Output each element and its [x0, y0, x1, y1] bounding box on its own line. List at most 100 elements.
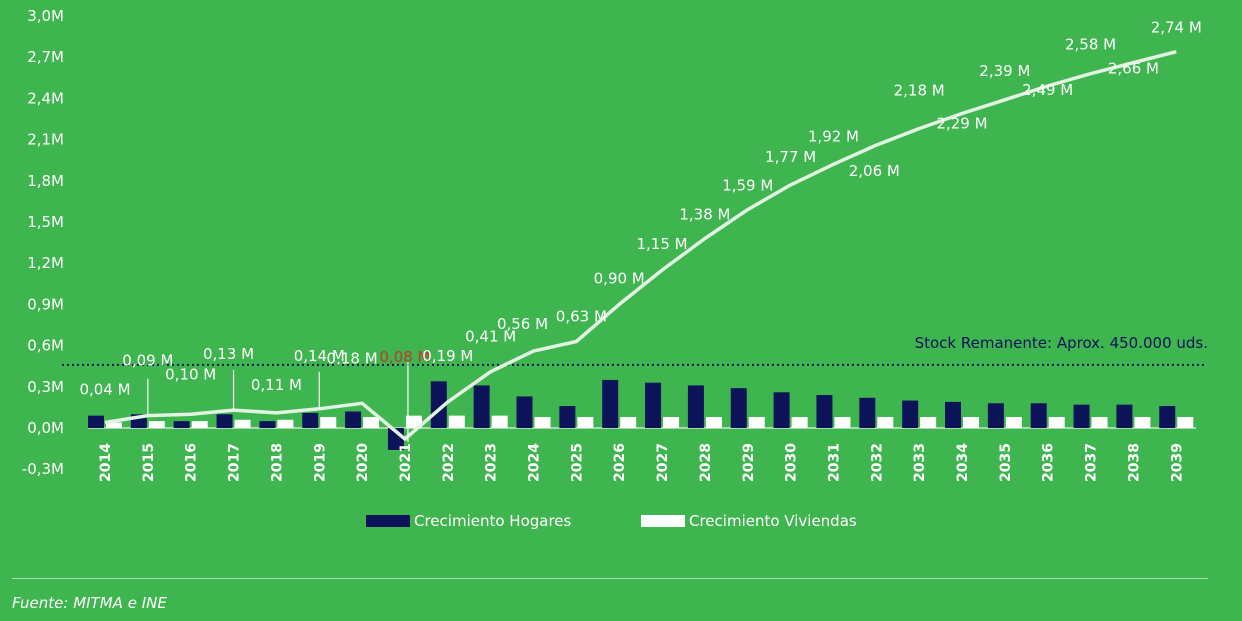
data-label: 2,58 M [1065, 36, 1116, 54]
bar-viviendas [663, 417, 680, 428]
data-label: 1,59 M [722, 177, 773, 195]
y-tick-label: 2,7M [27, 48, 64, 66]
data-label: 2,06 M [849, 162, 900, 180]
x-tick-label: 2014 [98, 443, 114, 482]
data-label: 1,38 M [679, 205, 730, 223]
x-tick-label: 2024 [527, 443, 543, 482]
bar-hogares [302, 412, 319, 428]
data-label: 0,63 M [556, 307, 607, 325]
x-tick-label: 2021 [398, 443, 414, 482]
x-tick-label: 2035 [998, 443, 1014, 482]
data-label: 0,10 M [165, 365, 216, 383]
y-tick-label: 0,9M [27, 295, 64, 313]
x-tick-label: 2038 [1126, 443, 1142, 482]
x-tick-label: 2029 [741, 443, 757, 482]
x-tick-label: 2025 [569, 443, 585, 482]
bar-hogares [1030, 403, 1047, 428]
x-tick-label: 2037 [1084, 443, 1100, 482]
y-tick-label: 1,2M [27, 254, 64, 272]
x-tick-label: 2032 [869, 443, 885, 482]
y-tick-label: 2,4M [27, 89, 64, 107]
bar-viviendas [320, 417, 337, 428]
y-tick-label: 0,3M [27, 378, 64, 396]
bar-viviendas [705, 417, 722, 428]
data-label: 0,90 M [594, 269, 645, 287]
y-tick-label: 0,0M [27, 419, 64, 437]
x-tick-label: 2027 [655, 443, 671, 482]
y-tick-label: 2,1M [27, 131, 64, 149]
data-label: 2,29 M [936, 115, 987, 133]
x-tick-label: 2034 [955, 443, 971, 482]
footer-separator [12, 578, 1208, 579]
bar-viviendas [448, 415, 465, 428]
x-tick-label: 2017 [227, 443, 243, 482]
bar-viviendas [920, 417, 937, 428]
bar-viviendas [1177, 417, 1194, 428]
bar-hogares [987, 403, 1004, 428]
bar-viviendas [234, 419, 251, 428]
bar-viviendas [963, 417, 979, 428]
x-tick-label: 2030 [784, 443, 800, 482]
x-tick-label: 2018 [269, 443, 285, 482]
bar-hogares [1116, 404, 1133, 428]
y-tick-label: 3,0M [27, 7, 64, 25]
bar-viviendas [1005, 417, 1022, 428]
bar-hogares [945, 401, 961, 428]
x-tick-label: 2031 [826, 443, 842, 482]
bar-hogares [259, 421, 276, 428]
y-tick-label: 0,6M [27, 337, 64, 355]
bar-hogares [602, 379, 619, 428]
data-label: 0,04 M [79, 381, 130, 399]
data-label: 1,15 M [636, 235, 687, 253]
data-label: 2,39 M [979, 62, 1030, 80]
bar-hogares [430, 381, 447, 428]
x-tick-label: 2022 [441, 443, 457, 482]
bar-viviendas [748, 417, 765, 428]
bar-hogares [1159, 406, 1176, 428]
bar-hogares [345, 411, 362, 428]
data-label: 0,41 M [465, 328, 516, 346]
data-label: 0,56 M [497, 315, 548, 333]
data-label: 1,92 M [808, 127, 859, 145]
legend-item-viviendas: Crecimiento Viviendas [641, 512, 857, 530]
data-label: 0,19 M [422, 347, 473, 365]
x-tick-label: 2039 [1169, 443, 1185, 482]
series-line-acumulado [104, 50, 1177, 441]
data-label: 2,18 M [894, 82, 945, 100]
bar-viviendas [491, 415, 508, 428]
legend-item-hogares: Crecimiento Hogares [366, 512, 571, 530]
bar-hogares [473, 385, 490, 428]
bar-viviendas [148, 421, 165, 428]
x-tick-label: 2019 [312, 443, 328, 482]
x-tick-label: 2028 [698, 443, 714, 482]
legend-swatch-hogares [366, 515, 410, 527]
bar-hogares [902, 400, 919, 428]
bar-viviendas [791, 417, 808, 428]
y-tick-label: 1,5M [27, 213, 64, 231]
x-tick-label: 2026 [612, 443, 628, 482]
y-tick-label: 1,8M [27, 172, 64, 190]
bar-viviendas [1134, 417, 1151, 428]
x-tick-label: 2036 [1041, 443, 1057, 482]
source-note: Fuente: MITMA e INE [12, 594, 167, 612]
bar-viviendas [106, 422, 122, 428]
data-label: 2,49 M [1022, 81, 1073, 99]
bar-hogares [559, 406, 576, 428]
x-tick-label: 2023 [484, 443, 500, 482]
chart-svg: 3,0M 2,7M 2,4M 2,1M 1,8M 1,5M 1,2M 0,9M 0,6M 0,3M… [22, 7, 1208, 482]
data-label: 0,08 M [379, 348, 430, 366]
x-tick-label: 2033 [912, 443, 928, 482]
bar-viviendas [1048, 417, 1065, 428]
data-label: 0,14 M [294, 347, 345, 365]
x-tick-label: 2015 [141, 443, 157, 482]
bar-viviendas [277, 419, 294, 428]
data-label: 0,18 M [327, 349, 378, 367]
data-label: 0,13 M [203, 345, 254, 363]
x-tick-label: 2020 [355, 443, 371, 482]
bar-hogares [516, 396, 533, 428]
bar-viviendas [620, 417, 637, 428]
bar-viviendas [191, 421, 208, 428]
bar-hogares [216, 414, 233, 428]
data-label: 0,11 M [251, 376, 302, 394]
